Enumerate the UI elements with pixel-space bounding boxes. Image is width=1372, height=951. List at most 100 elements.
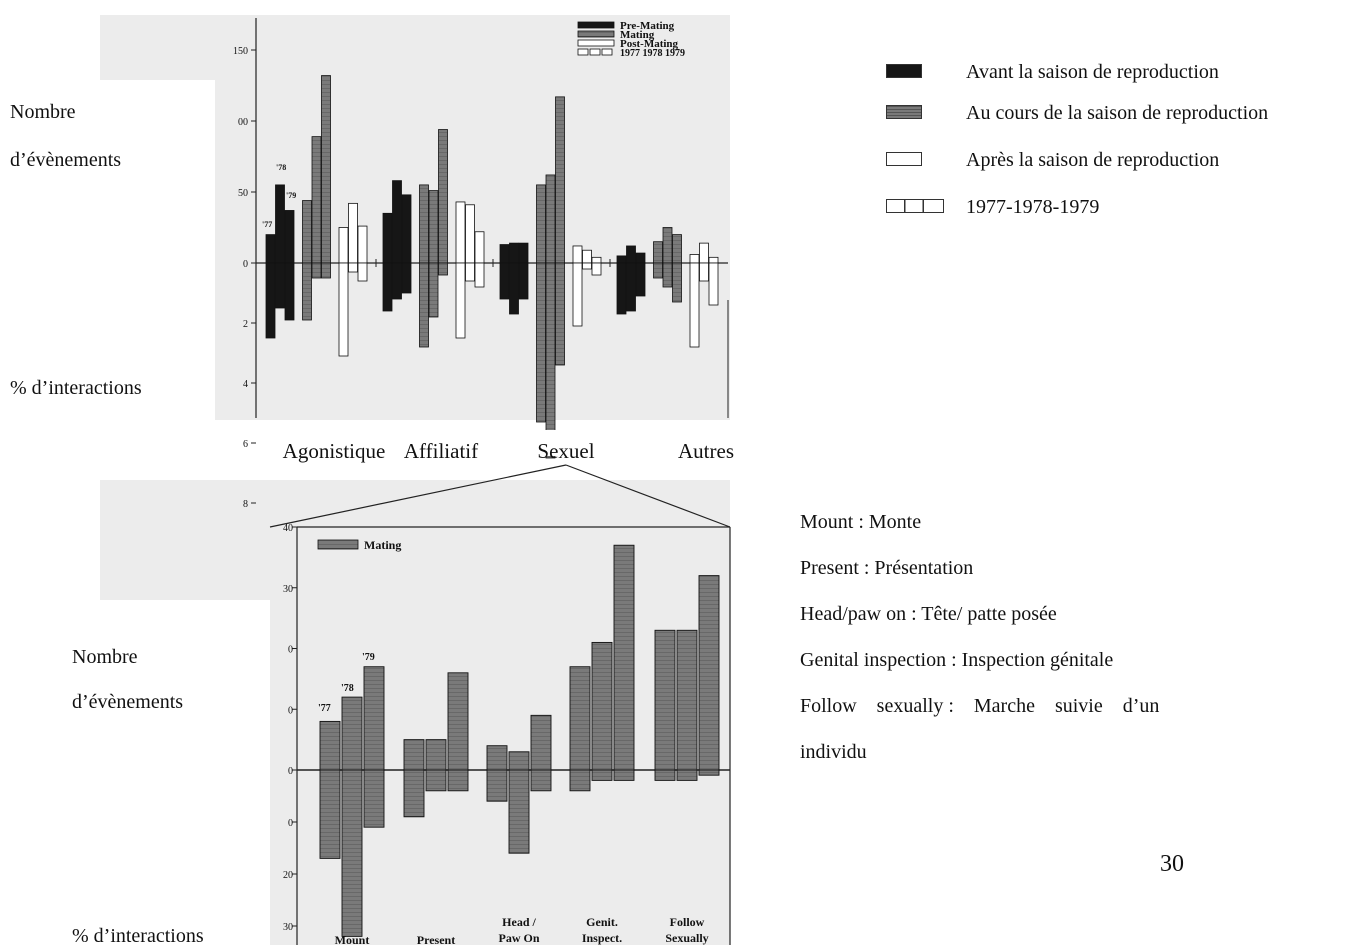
top-bar-pct (357, 262, 368, 282)
top-bar-pct (518, 262, 529, 300)
legend-swatch (886, 105, 922, 119)
top-year-label: '79 (286, 191, 296, 200)
bottom-bar-pct (676, 769, 698, 781)
top-bar-events (392, 180, 402, 264)
top-bar-pct (455, 262, 466, 339)
top-bar-pct (284, 262, 295, 321)
top-bar-events (536, 184, 546, 264)
translation-present: Present : Présentation (800, 557, 974, 579)
bottom-year-label: '79 (362, 652, 375, 663)
top-bar-pct (662, 262, 673, 288)
bottom-bar-pct (698, 769, 720, 776)
top-bar-events (275, 184, 285, 264)
top-bar-pct (321, 262, 331, 279)
top-bar-pct (708, 262, 719, 306)
top-legend-swatch (577, 39, 615, 47)
top-bar-pct (419, 262, 429, 348)
top-tick-label: 50 (238, 188, 248, 199)
top-bar-events (509, 242, 519, 264)
bottom-year-label: '77 (318, 703, 331, 714)
page-number: 30 (1160, 851, 1184, 877)
bottom-bar-pct (363, 769, 385, 828)
top-bar-events (465, 204, 475, 264)
bottom-chart: 40 30 0 0 0 0 20 30 Mount Present Head / Paw On Geni… (283, 523, 731, 947)
legend-label: Au cours de la saison de reproduction (966, 102, 1269, 124)
top-chart: 150 00 50 0 2 4 6 8 '77 '78 '79 Pre-MatingMatingPos… (233, 18, 752, 528)
top-bar-events (265, 234, 276, 264)
top-legend-label: Post-Mating (620, 38, 679, 50)
top-bar-pct (275, 262, 285, 309)
top-bar-pct (474, 262, 485, 288)
top-category-label: Affiliatif (404, 439, 478, 463)
top-bar-pct (653, 262, 663, 279)
top-bar-events (284, 210, 295, 264)
top-bar-pct (536, 262, 546, 423)
top-bar-events (582, 249, 592, 264)
top-bar-pct (428, 262, 439, 318)
top-bar-pct (689, 262, 700, 348)
bottom-year-label: '78 (341, 683, 354, 694)
bottom-tick-label: 20 (283, 870, 293, 881)
legend-swatch (886, 199, 944, 213)
bottom-category-label: Head / (502, 915, 536, 929)
top-bar-pct (382, 262, 393, 312)
bottom-bar-events (447, 672, 469, 771)
bottom-bar-pct (613, 769, 635, 781)
top-bar-events (616, 255, 627, 264)
bottom-category-label: Genit. (586, 915, 618, 929)
top-bar-pct (338, 262, 349, 357)
zoom-line (269, 464, 567, 528)
top-year-label: '77 (262, 220, 272, 229)
top-bar-pct (582, 262, 592, 270)
top-bar-events (302, 200, 312, 264)
top-bar-pct (401, 262, 412, 294)
bottom-bar-pct (486, 769, 508, 802)
bottom-legend-swatch (317, 539, 359, 550)
top-bar-events (419, 184, 429, 264)
top-tick-label: 00 (238, 117, 248, 128)
bottom-category-label: Mount (335, 933, 370, 947)
bottom-bar-events (530, 714, 552, 771)
top-ylabel-line1: Nombre (10, 101, 76, 123)
top-bar-pct (438, 262, 448, 276)
top-category-strip (262, 430, 752, 456)
bottom-bar-events (591, 641, 613, 771)
top-bar-events (626, 245, 636, 264)
legend-label: Après la saison de reproduction (966, 149, 1220, 171)
top-bar-events (321, 75, 331, 264)
legend-label: 1977-1978-1979 (966, 196, 1100, 218)
top-tick-label: 0 (243, 259, 248, 270)
top-legend-label: Pre-Mating (620, 20, 675, 32)
top-ylabel-line2: d’évènements (10, 149, 122, 171)
top-bar-pct (635, 262, 646, 297)
bottom-tick-label: 0 (288, 645, 293, 656)
top-bar-pct (302, 262, 312, 321)
top-bar-events (699, 242, 709, 264)
top-tick-label: 8 (243, 499, 248, 510)
top-bar-events (348, 202, 358, 264)
bottom-bar-pct (530, 769, 552, 792)
top-bar-pct (392, 262, 402, 300)
bottom-bar-events (613, 544, 635, 771)
legend-label: Avant la saison de reproduction (966, 61, 1219, 83)
bottom-bar-events (698, 575, 720, 771)
top-bar-events (357, 225, 368, 264)
top-tick-label: 4 (243, 379, 248, 390)
bottom-category-label: Follow (670, 915, 705, 929)
top-bar-events (401, 194, 412, 264)
scan-background (100, 15, 730, 80)
bottom-tick-label: 0 (288, 705, 293, 716)
top-year-label: '78 (276, 163, 286, 172)
top-bar-pct (348, 262, 358, 273)
bottom-bar-events (676, 629, 698, 771)
bottom-bar-events (341, 696, 363, 771)
top-tick-label: 150 (233, 46, 248, 57)
top-bar-pct (465, 262, 475, 282)
top-bar-events (572, 245, 583, 264)
top-bar-pct (311, 262, 322, 279)
bottom-bar-events (569, 666, 591, 771)
zoom-line (565, 464, 731, 528)
bottom-bar-pct (341, 769, 363, 937)
bottom-bar-pct (319, 769, 341, 859)
